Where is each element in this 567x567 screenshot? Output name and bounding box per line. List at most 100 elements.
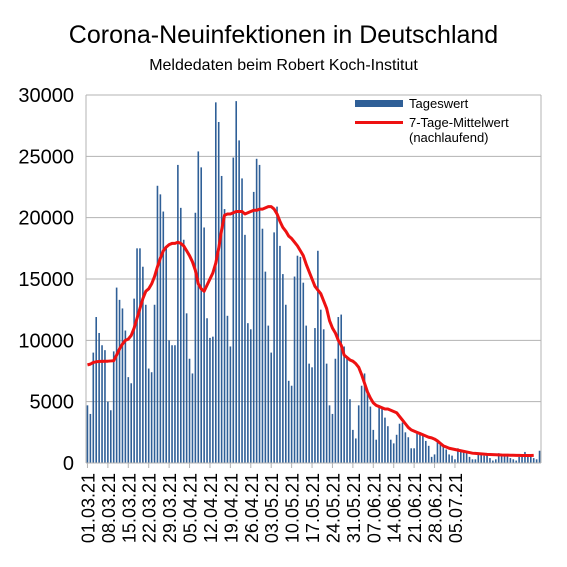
bar xyxy=(384,417,386,463)
bar xyxy=(462,451,465,463)
bar xyxy=(521,454,523,463)
bar xyxy=(524,451,526,463)
bar xyxy=(139,248,141,463)
x-tick-label: 03.05.21 xyxy=(262,473,282,543)
legend-swatch-line xyxy=(355,121,403,124)
bar xyxy=(363,373,366,463)
bar xyxy=(381,407,383,463)
bar xyxy=(468,456,471,463)
bar xyxy=(474,459,477,463)
x-tick-label: 31.05.21 xyxy=(344,473,364,543)
y-tick-label: 5000 xyxy=(30,392,75,414)
bar xyxy=(264,271,267,463)
bar xyxy=(296,255,299,463)
bar xyxy=(387,426,389,463)
x-tick-label: 24.05.21 xyxy=(323,473,343,543)
x-tick-label: 10.05.21 xyxy=(283,473,303,543)
bar xyxy=(153,304,156,463)
bar xyxy=(136,248,138,463)
bar xyxy=(354,438,357,463)
legend-item-daily: Tageswert xyxy=(355,96,509,111)
bar xyxy=(203,227,205,463)
bar xyxy=(267,325,270,463)
bar xyxy=(392,443,395,463)
bar xyxy=(480,453,483,463)
bar xyxy=(349,399,351,463)
bar xyxy=(494,459,497,463)
bar xyxy=(255,158,258,463)
bar xyxy=(317,250,319,463)
bar xyxy=(503,454,506,463)
bar xyxy=(398,423,401,463)
bar xyxy=(319,309,322,463)
bar xyxy=(293,276,296,463)
bar xyxy=(512,459,515,463)
bar xyxy=(107,401,109,463)
bar xyxy=(174,345,176,463)
y-tick-label: 15000 xyxy=(18,269,74,291)
bar xyxy=(133,298,135,463)
bar xyxy=(308,363,310,463)
bar xyxy=(177,164,179,464)
bar xyxy=(142,266,144,463)
bar xyxy=(337,317,340,463)
x-tick-label: 26.04.21 xyxy=(242,473,262,543)
bar xyxy=(89,413,92,463)
bar xyxy=(424,440,427,463)
bar xyxy=(395,434,398,463)
x-tick-label: 12.04.21 xyxy=(201,473,221,543)
bar xyxy=(156,185,159,464)
bar xyxy=(200,167,203,463)
bar xyxy=(98,332,100,463)
bar xyxy=(538,450,541,463)
y-tick-label: 30000 xyxy=(18,85,74,107)
bar xyxy=(191,373,194,463)
y-tick-label: 10000 xyxy=(18,330,74,352)
bar xyxy=(448,454,450,463)
bar xyxy=(439,444,442,463)
chart-title: Corona-Neuinfektionen in Deutschland xyxy=(68,21,499,49)
bar xyxy=(212,336,214,463)
bar xyxy=(206,318,208,463)
bar xyxy=(290,385,293,463)
bar xyxy=(249,329,252,463)
bar xyxy=(322,329,325,463)
bar xyxy=(121,308,124,463)
bar xyxy=(197,151,200,463)
x-tick-label: 05.07.21 xyxy=(446,473,466,543)
bar xyxy=(340,314,343,463)
y-tick-label: 25000 xyxy=(18,146,74,168)
bar xyxy=(194,212,197,463)
bar xyxy=(147,368,150,463)
bar xyxy=(433,454,436,463)
bar xyxy=(422,434,424,463)
bar xyxy=(401,422,404,463)
bar xyxy=(352,429,354,463)
bar xyxy=(299,256,302,463)
bar xyxy=(305,325,308,463)
bar xyxy=(527,455,529,463)
bar xyxy=(532,458,535,463)
bar xyxy=(287,380,290,463)
bar xyxy=(284,304,287,463)
x-tick-label: 15.03.21 xyxy=(119,473,139,543)
legend-label-daily: Tageswert xyxy=(409,96,469,111)
bar xyxy=(109,410,112,463)
bar xyxy=(404,432,407,463)
bar xyxy=(185,313,188,463)
legend-swatch-bar xyxy=(355,100,403,107)
bar xyxy=(497,453,500,463)
bar xyxy=(159,194,162,464)
bar xyxy=(457,448,459,463)
bar xyxy=(270,352,273,463)
bar xyxy=(436,439,439,463)
x-tick-label: 08.03.21 xyxy=(99,473,119,543)
x-tick-label: 01.03.21 xyxy=(78,473,98,543)
bar xyxy=(343,346,345,463)
bar xyxy=(168,340,170,463)
bar xyxy=(279,245,281,463)
bar xyxy=(276,206,278,464)
bar xyxy=(165,247,168,463)
bar xyxy=(92,352,95,463)
